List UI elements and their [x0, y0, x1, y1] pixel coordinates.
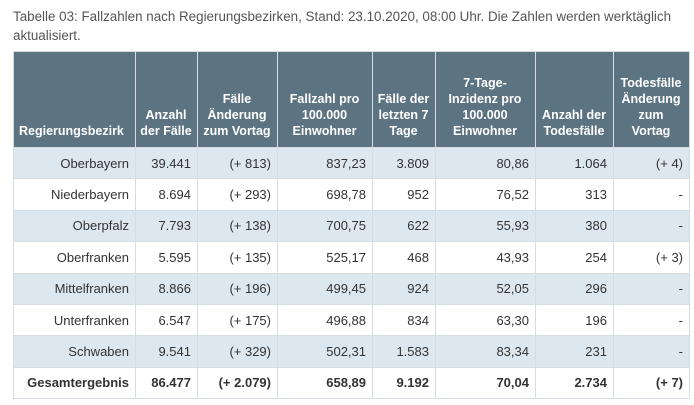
total-last7: 9.192 — [372, 366, 436, 399]
header-cases-change[interactable]: Fälle Änderung zum Vortag — [197, 51, 278, 148]
cell-last7: 952 — [372, 178, 436, 211]
cell-deaths-change: (+ 4) — [613, 146, 690, 180]
cell-cases: 8.866 — [135, 272, 198, 305]
table-row: Mittelfranken 8.866 (+ 196) 499,45 924 5… — [13, 272, 690, 305]
cell-cases: 9.541 — [135, 335, 198, 368]
cell-incidence7: 55,93 — [435, 209, 536, 243]
cell-region: Oberpfalz — [13, 209, 136, 243]
cell-deaths: 296 — [535, 272, 614, 305]
cell-deaths-change: - — [613, 335, 690, 368]
cell-incidence7: 52,05 — [435, 272, 536, 305]
cell-last7: 1.583 — [372, 335, 436, 368]
cell-deaths-change: (+ 3) — [613, 241, 690, 274]
header-deaths-change[interactable]: Todesfälle Änderung zum Vortag — [613, 51, 690, 148]
cell-last7: 3.809 — [372, 146, 436, 180]
cell-region: Niederbayern — [13, 178, 136, 211]
cell-cases-change: (+ 175) — [197, 303, 278, 337]
cell-incidence7: 43,93 — [435, 241, 536, 274]
total-per100k: 658,89 — [277, 366, 373, 399]
cell-region: Mittelfranken — [13, 272, 136, 305]
cell-per100k: 698,78 — [277, 178, 373, 211]
cell-deaths: 1.064 — [535, 146, 614, 180]
cell-per100k: 837,23 — [277, 146, 373, 180]
table-caption: Tabelle 03: Fallzahlen nach Regierungsbe… — [13, 9, 672, 43]
cell-deaths-change: - — [613, 209, 690, 243]
header-last7[interactable]: Fälle der letzten 7 Tage — [372, 51, 436, 148]
cell-cases: 7.793 — [135, 209, 198, 243]
table-row: Niederbayern 8.694 (+ 293) 698,78 952 76… — [13, 178, 690, 211]
cell-region: Unterfranken — [13, 303, 136, 337]
cell-region: Oberbayern — [13, 146, 136, 180]
header-region[interactable]: Regierungsbezirk — [13, 51, 136, 148]
total-deaths: 2.734 — [535, 366, 614, 399]
cell-cases: 39.441 — [135, 146, 198, 180]
cell-last7: 468 — [372, 241, 436, 274]
cell-region: Oberfranken — [13, 241, 136, 274]
cell-per100k: 502,31 — [277, 335, 373, 368]
cell-cases-change: (+ 293) — [197, 178, 278, 211]
cell-per100k: 700,75 — [277, 209, 373, 243]
cell-per100k: 496,88 — [277, 303, 373, 337]
cell-region: Schwaben — [13, 335, 136, 368]
table-row: Oberpfalz 7.793 (+ 138) 700,75 622 55,93… — [13, 209, 690, 243]
cell-incidence7: 83,34 — [435, 335, 536, 368]
header-incidence7[interactable]: 7-Tage-Inzidenz pro 100.000 Einwohner — [435, 51, 536, 148]
cell-deaths: 254 — [535, 241, 614, 274]
table-row: Unterfranken 6.547 (+ 175) 496,88 834 63… — [13, 303, 690, 337]
total-region: Gesamtergebnis — [13, 366, 136, 399]
cell-deaths-change: - — [613, 272, 690, 305]
cell-cases-change: (+ 196) — [197, 272, 278, 305]
cell-cases-change: (+ 813) — [197, 146, 278, 180]
cell-incidence7: 76,52 — [435, 178, 536, 211]
cell-cases: 8.694 — [135, 178, 198, 211]
cell-incidence7: 63,30 — [435, 303, 536, 337]
total-incidence7: 70,04 — [435, 366, 536, 399]
cell-deaths: 231 — [535, 335, 614, 368]
header-deaths[interactable]: Anzahl der Todesfälle — [535, 51, 614, 148]
cell-per100k: 525,17 — [277, 241, 373, 274]
total-deaths-change: (+ 7) — [613, 366, 690, 399]
cases-table: Regierungsbezirk Anzahl der Fälle Fälle … — [13, 51, 690, 399]
cell-cases-change: (+ 135) — [197, 241, 278, 274]
cell-deaths: 196 — [535, 303, 614, 337]
cell-deaths: 313 — [535, 178, 614, 211]
table-header-row: Regierungsbezirk Anzahl der Fälle Fälle … — [13, 51, 690, 148]
total-cases-change: (+ 2.079) — [197, 366, 278, 399]
cell-last7: 924 — [372, 272, 436, 305]
table-row: Oberbayern 39.441 (+ 813) 837,23 3.809 8… — [13, 146, 690, 180]
cell-deaths: 380 — [535, 209, 614, 243]
cell-cases-change: (+ 329) — [197, 335, 278, 368]
cell-last7: 622 — [372, 209, 436, 243]
total-row: Gesamtergebnis 86.477 (+ 2.079) 658,89 9… — [13, 366, 690, 399]
header-per100k[interactable]: Fallzahl pro 100.000 Einwohner — [277, 51, 373, 148]
table-row: Schwaben 9.541 (+ 329) 502,31 1.583 83,3… — [13, 335, 690, 368]
total-cases: 86.477 — [135, 366, 198, 399]
header-cases[interactable]: Anzahl der Fälle — [135, 51, 198, 148]
table-row: Oberfranken 5.595 (+ 135) 525,17 468 43,… — [13, 241, 690, 274]
cell-deaths-change: - — [613, 178, 690, 211]
cell-cases-change: (+ 138) — [197, 209, 278, 243]
cell-cases: 5.595 — [135, 241, 198, 274]
cell-per100k: 499,45 — [277, 272, 373, 305]
cell-incidence7: 80,86 — [435, 146, 536, 180]
cell-last7: 834 — [372, 303, 436, 337]
cell-cases: 6.547 — [135, 303, 198, 337]
cell-deaths-change: - — [613, 303, 690, 337]
